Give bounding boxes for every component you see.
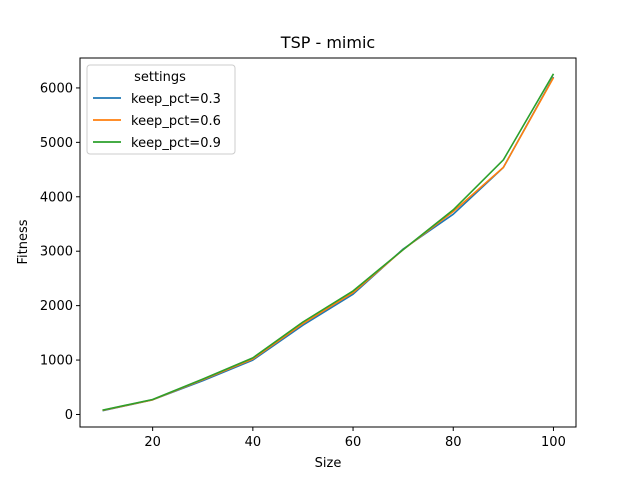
plot-lines xyxy=(102,73,555,412)
x-axis-title: Size xyxy=(315,456,342,471)
y-tick-label: 3000 xyxy=(40,245,73,260)
y-tick-label: 4000 xyxy=(40,190,73,205)
plot-frame xyxy=(79,57,577,428)
legend-label-1: keep_pct=0.3 xyxy=(131,92,221,107)
y-tick-label: 6000 xyxy=(40,81,73,96)
x-tick-label: 40 xyxy=(245,435,262,450)
y-axis-title: Fitness xyxy=(16,219,31,264)
x-tick-label: 100 xyxy=(541,435,566,450)
series-line-3 xyxy=(102,73,555,411)
x-axis-ticks: 20 40 60 80 100 xyxy=(144,427,566,450)
legend-label-2: keep_pct=0.6 xyxy=(131,114,221,129)
x-tick-label: 60 xyxy=(345,435,362,450)
y-axis-ticks: 0 1000 2000 3000 4000 5000 6000 xyxy=(40,81,80,423)
y-tick-label: 0 xyxy=(65,408,73,423)
legend-title: settings xyxy=(134,70,186,85)
x-tick-label: 20 xyxy=(144,435,161,450)
legend-box xyxy=(86,64,236,155)
y-tick-label: 1000 xyxy=(40,354,73,369)
y-tick-label: 2000 xyxy=(40,299,73,314)
legend: settings keep_pct=0.3 keep_pct=0.6 keep_pc… xyxy=(86,64,236,155)
legend-label-3: keep_pct=0.9 xyxy=(131,136,221,151)
chart-title: TSP - mimic xyxy=(280,33,375,52)
y-tick-label: 5000 xyxy=(40,136,73,151)
x-tick-label: 80 xyxy=(445,435,462,450)
